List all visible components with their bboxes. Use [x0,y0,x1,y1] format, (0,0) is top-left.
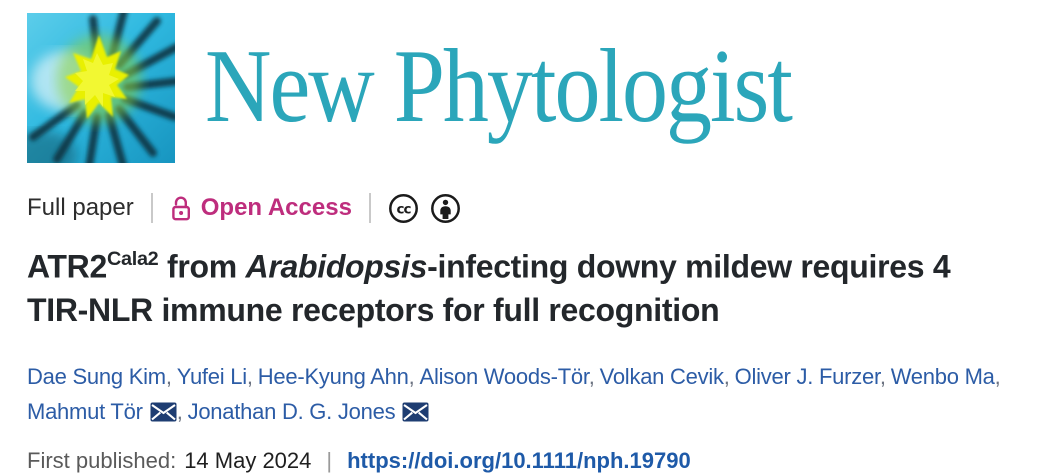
author-separator: , [723,363,730,389]
author-link[interactable]: Jonathan D. G. Jones [187,398,396,424]
author-separator: , [879,363,886,389]
svg-text:cc: cc [396,201,411,217]
title-allele-superscript: Cala2 [107,248,159,270]
title-species-italic: Arabidopsis [245,248,428,285]
meta-divider [150,193,153,223]
open-access-group: Open Access [170,194,352,222]
author-link[interactable]: Mahmut Tör [27,398,143,424]
author-list: Dae Sung Kim, Yufei Li, Hee-Kyung Ahn, Alis… [27,359,1031,429]
publication-info-row: First published: 14 May 2024 | https://d… [27,448,1031,474]
author-separator: , [246,363,253,389]
journal-brand: New Phytologist [27,13,1031,163]
title-connector: from [158,248,246,285]
article-type-label: Full paper [27,194,134,221]
author-link[interactable]: Volkan Cevik [599,363,724,389]
author-link[interactable]: Wenbo Ma [890,363,995,389]
first-published-label: First published: [27,447,177,473]
author-separator: , [165,363,172,389]
author-link[interactable]: Yufei Li [176,363,247,389]
author-link[interactable]: Dae Sung Kim [27,363,166,389]
title-line-1: ATR2Cala2 from Arabidopsis-infecting dow… [27,239,1031,289]
cc-by-attribution-icon[interactable] [430,193,461,224]
first-published-date: 14 May 2024 [184,447,312,473]
author-separator: , [588,363,595,389]
article-title: ATR2Cala2 from Arabidopsis-infecting dow… [27,239,1031,332]
author-link[interactable]: Alison Woods-Tör [419,363,589,389]
title-line-2: TIR-NLR immune receptors for full recogn… [27,291,720,328]
title-gene: ATR2 [27,248,107,285]
author-separator: , [176,398,183,424]
author-link[interactable]: Hee-Kyung Ahn [257,363,409,389]
doi-link[interactable]: https://doi.org/10.1111/nph.19790 [347,447,691,473]
author-separator: , [408,363,415,389]
article-meta-row: Full paper Open Access cc [27,192,1031,224]
starburst-logo-icon [27,13,175,163]
journal-logo-image[interactable] [27,13,175,163]
email-envelope-icon[interactable] [150,402,177,422]
title-rest: -infecting downy mildew requires 4 [427,248,951,285]
license-icons: cc [388,193,461,224]
open-access-label: Open Access [200,194,352,221]
email-envelope-icon[interactable] [402,402,429,422]
author-separator: , [994,363,1001,389]
author-link[interactable]: Oliver J. Furzer [734,363,880,389]
creative-commons-icon[interactable]: cc [388,193,419,224]
journal-logotype: New Phytologist [205,27,793,144]
pub-divider: | [326,447,333,473]
open-lock-icon [170,194,192,222]
meta-divider [368,193,371,223]
